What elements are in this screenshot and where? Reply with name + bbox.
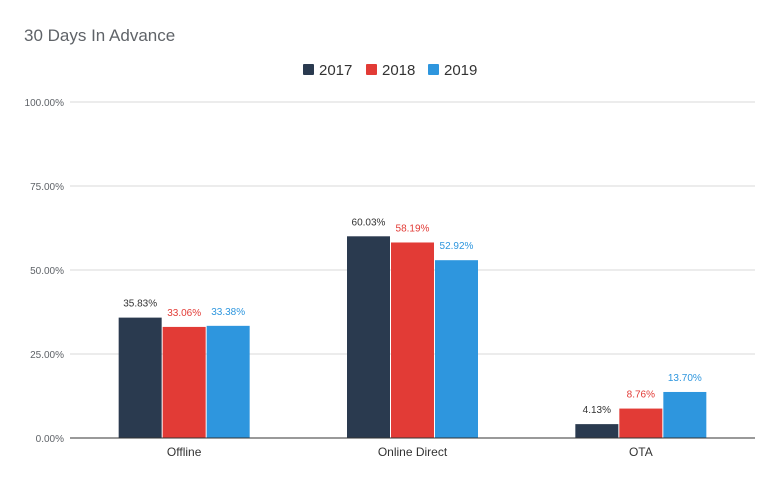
legend-label: 2017 [319, 62, 352, 79]
chart-title: 30 Days In Advance [24, 26, 175, 45]
bar-2018-ota [619, 408, 663, 438]
x-category-label: OTA [629, 445, 653, 459]
bars [118, 236, 707, 438]
bar-2018-offline [162, 326, 206, 438]
data-label: 4.13% [583, 405, 611, 416]
y-tick-label: 0.00% [36, 434, 64, 445]
data-label: 35.83% [123, 299, 157, 310]
data-label: 33.38% [211, 307, 245, 318]
y-axis-ticks: 0.00% 25.00% 50.00% 75.00% 100.00% [25, 98, 65, 445]
bar-2019-offline [206, 325, 250, 438]
bar-2017-offline [118, 317, 162, 438]
y-tick-label: 75.00% [30, 182, 64, 193]
data-labels: 35.83% 33.06% 33.38% 60.03% 58.19% 52.92% 4.13… [123, 217, 702, 416]
x-category-label: Offline [167, 445, 202, 459]
data-label: 33.06% [167, 308, 201, 319]
legend-label: 2018 [382, 62, 415, 79]
x-category-label: Online Direct [378, 445, 448, 459]
legend-swatch-2019 [428, 64, 439, 75]
data-label: 60.03% [352, 217, 386, 228]
bar-2018-online-direct [391, 242, 434, 438]
data-label: 58.19% [396, 223, 430, 234]
data-label: 13.70% [668, 373, 702, 384]
y-tick-label: 50.00% [30, 266, 64, 277]
y-tick-label: 25.00% [30, 350, 64, 361]
bar-2017-ota [575, 424, 619, 438]
y-tick-label: 100.00% [25, 98, 65, 109]
legend-swatch-2018 [366, 64, 377, 75]
legend-label: 2019 [444, 62, 477, 79]
bar-2017-online-direct [347, 236, 390, 438]
data-label: 8.76% [627, 390, 655, 401]
data-label: 52.92% [440, 241, 474, 252]
legend-swatch-2017 [303, 64, 314, 75]
bar-2019-ota [663, 391, 707, 438]
bar-2019-online-direct [435, 260, 478, 438]
x-axis-categories: Offline Online Direct OTA [167, 445, 653, 459]
legend: 2017 2018 2019 [303, 62, 477, 79]
